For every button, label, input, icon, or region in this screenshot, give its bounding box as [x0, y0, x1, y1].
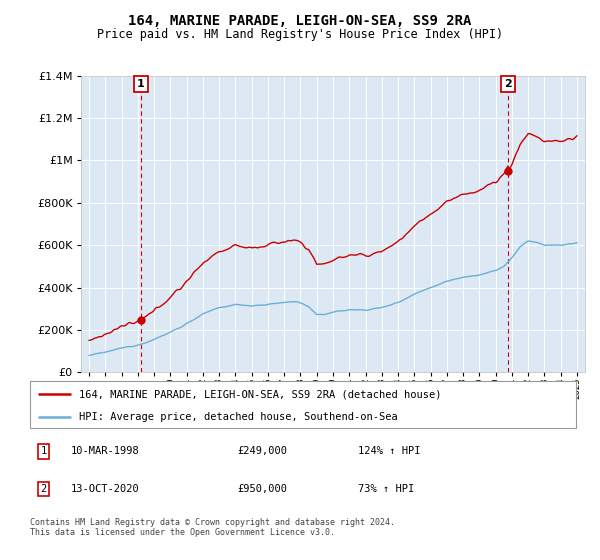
Text: 13-OCT-2020: 13-OCT-2020 [71, 484, 140, 494]
Text: 2: 2 [41, 484, 47, 494]
Text: £950,000: £950,000 [238, 484, 287, 494]
Text: 124% ↑ HPI: 124% ↑ HPI [358, 446, 420, 456]
Text: 1: 1 [137, 79, 145, 89]
FancyBboxPatch shape [30, 381, 576, 428]
Text: Contains HM Land Registry data © Crown copyright and database right 2024.
This d: Contains HM Land Registry data © Crown c… [30, 518, 395, 538]
Text: 1: 1 [41, 446, 47, 456]
Text: 164, MARINE PARADE, LEIGH-ON-SEA, SS9 2RA (detached house): 164, MARINE PARADE, LEIGH-ON-SEA, SS9 2R… [79, 389, 442, 399]
Text: £249,000: £249,000 [238, 446, 287, 456]
Text: HPI: Average price, detached house, Southend-on-Sea: HPI: Average price, detached house, Sout… [79, 412, 398, 422]
Text: 10-MAR-1998: 10-MAR-1998 [71, 446, 140, 456]
Text: Price paid vs. HM Land Registry's House Price Index (HPI): Price paid vs. HM Land Registry's House … [97, 28, 503, 41]
Text: 73% ↑ HPI: 73% ↑ HPI [358, 484, 414, 494]
Text: 164, MARINE PARADE, LEIGH-ON-SEA, SS9 2RA: 164, MARINE PARADE, LEIGH-ON-SEA, SS9 2R… [128, 14, 472, 28]
Text: 2: 2 [505, 79, 512, 89]
